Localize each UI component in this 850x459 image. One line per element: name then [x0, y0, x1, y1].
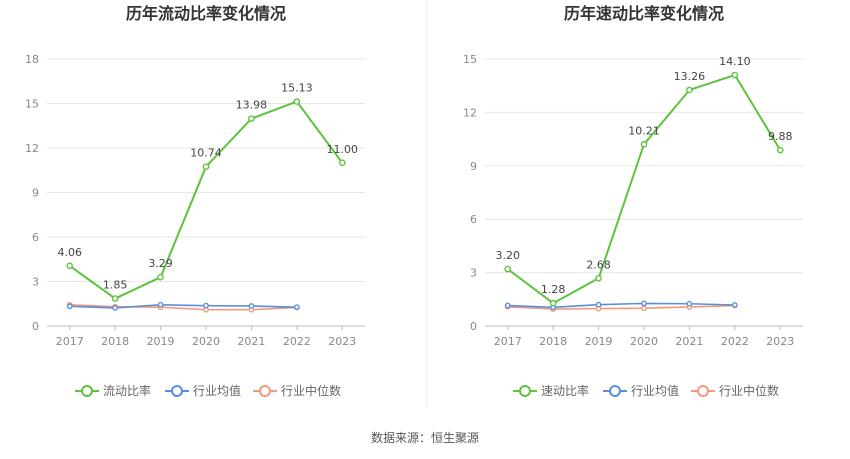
y-tick-label: 0	[470, 320, 477, 333]
data-point	[66, 303, 73, 310]
legend-swatch-marker	[609, 385, 621, 397]
data-point	[248, 115, 255, 122]
x-tick-label: 2021	[675, 335, 703, 348]
y-tick-label: 6	[32, 231, 39, 244]
data-point	[504, 302, 511, 309]
x-tick-label: 2017	[56, 335, 84, 348]
data-point	[686, 300, 693, 307]
data-point	[157, 273, 164, 281]
x-tick-label: 2023	[766, 335, 794, 348]
quick-ratio-chart: 历年速动比率变化情况 0 3 6 9 12 15 2017 2018 2019 2020 2021 20…	[463, 4, 803, 398]
x-tick-label: 2018	[539, 335, 567, 348]
series-line-1	[69, 303, 297, 309]
data-point	[731, 71, 739, 79]
data-point	[595, 301, 602, 308]
data-label: 10.74	[190, 147, 222, 160]
data-point	[549, 299, 557, 307]
data-point	[595, 274, 602, 282]
data-label: 14.10	[719, 55, 751, 68]
series-line-2	[69, 303, 297, 311]
data-point	[686, 86, 693, 94]
legend-label: 行业中位数	[281, 383, 341, 398]
series-line-2	[507, 304, 735, 310]
data-point	[338, 159, 346, 167]
data-point	[66, 262, 74, 270]
y-tick-label: 0	[32, 320, 39, 333]
y-tick-label: 18	[25, 53, 39, 66]
data-point	[248, 303, 255, 309]
x-tick-label: 2020	[192, 335, 220, 348]
data-point	[731, 302, 738, 308]
data-label: 11.00	[327, 143, 359, 156]
data-label: 9.88	[768, 130, 793, 143]
series-line-0	[69, 100, 344, 300]
data-label: 1.28	[541, 283, 566, 296]
data-label: 1.85	[103, 279, 128, 292]
y-tick-label: 12	[463, 106, 477, 119]
y-tick-label: 15	[25, 98, 39, 111]
legend-label: 行业均值	[631, 383, 679, 398]
legend-label: 流动比率	[103, 383, 151, 398]
legend-swatch-marker	[81, 385, 93, 397]
legend-label: 行业均值	[193, 383, 241, 398]
data-point	[203, 302, 209, 309]
data-point	[111, 295, 119, 302]
data-label: 15.13	[281, 82, 313, 95]
data-point	[293, 304, 300, 311]
x-tick-label: 2018	[101, 335, 129, 348]
legend-swatch-marker	[259, 385, 271, 397]
x-tick-label: 2022	[283, 335, 311, 348]
y-tick-label: 3	[32, 276, 39, 289]
legend-label: 速动比率	[541, 383, 589, 398]
data-point	[641, 300, 647, 307]
current-ratio-chart: 历年流动比率变化情况 0 3 6 9 12 15 18 2017 2018 2019 2020 2021…	[25, 4, 365, 398]
data-label: 4.06	[57, 246, 82, 259]
x-tick-label: 2019	[147, 335, 175, 348]
x-tick-label: 2022	[721, 335, 749, 348]
legend-swatch-marker	[697, 385, 709, 397]
y-tick-label: 9	[470, 160, 477, 173]
data-point	[112, 305, 119, 311]
x-tick-label: 2019	[585, 335, 613, 348]
y-tick-label: 9	[32, 187, 39, 200]
data-point	[641, 305, 647, 312]
data-point	[504, 265, 512, 273]
data-point	[640, 140, 648, 148]
data-label: 3.29	[148, 257, 173, 270]
legend-swatch-marker	[171, 385, 183, 397]
x-tick-label: 2021	[237, 335, 265, 348]
y-tick-label: 3	[470, 267, 477, 280]
series-line-0	[507, 74, 782, 305]
x-tick-label: 2017	[494, 335, 522, 348]
data-point	[157, 301, 164, 308]
source-label: 数据来源：恒生聚源	[371, 430, 479, 445]
legend-label: 行业中位数	[719, 383, 779, 398]
data-label: 10.21	[628, 124, 660, 137]
chart-title: 历年速动比率变化情况	[564, 4, 724, 23]
data-point	[776, 146, 784, 154]
chart-title: 历年流动比率变化情况	[126, 4, 286, 23]
data-label: 13.26	[674, 70, 706, 83]
legend-swatch-marker	[519, 385, 531, 397]
x-tick-label: 2020	[630, 335, 658, 348]
y-tick-label: 12	[25, 142, 39, 155]
y-tick-label: 15	[463, 53, 477, 66]
data-label: 13.98	[236, 99, 268, 112]
y-tick-label: 6	[470, 213, 477, 226]
x-tick-label: 2023	[328, 335, 356, 348]
data-point	[293, 98, 301, 105]
data-point	[202, 163, 210, 170]
series-line-1	[507, 302, 735, 309]
data-label: 3.20	[495, 249, 520, 262]
data-label: 2.68	[586, 258, 611, 271]
